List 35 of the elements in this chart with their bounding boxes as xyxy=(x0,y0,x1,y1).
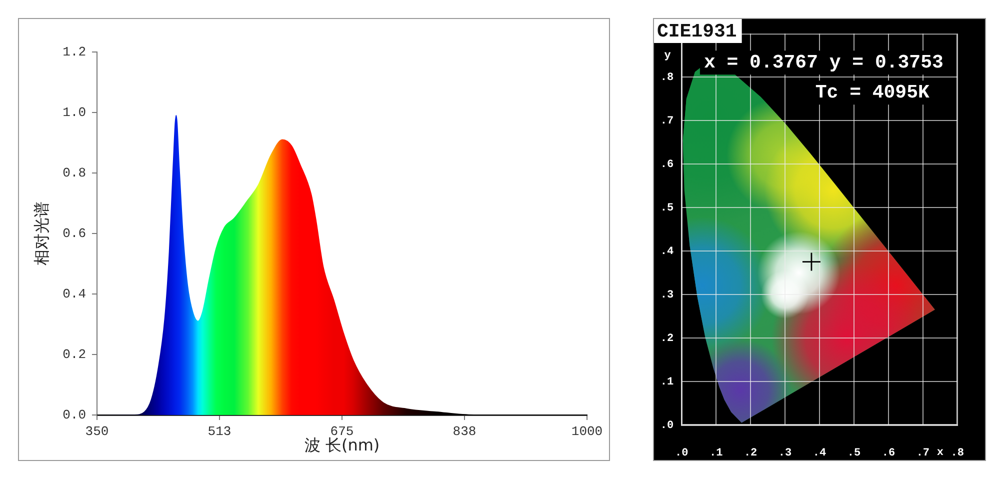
x-tick-label: .1 xyxy=(709,447,724,460)
annotation: Tc = 4095K xyxy=(815,81,930,104)
x-tick-label: 513 xyxy=(208,424,232,440)
y-tick-label: 0.0 xyxy=(62,407,86,422)
x-tick-label: .8 xyxy=(950,447,964,460)
x-tick-label: .7 xyxy=(916,447,930,460)
x-tick-label: .3 xyxy=(778,447,792,460)
x-tick-label: .0 xyxy=(675,447,688,460)
x-tick-label: 350 xyxy=(85,424,109,440)
x-tick-label: .6 xyxy=(882,447,896,460)
y-tick-label: .7 xyxy=(660,115,674,128)
y-tick-label: .6 xyxy=(660,158,674,171)
y-tick-label: .3 xyxy=(660,289,674,302)
y-tick-label: 1.0 xyxy=(62,104,86,120)
y-tick-label: .5 xyxy=(660,202,674,214)
chart-title: CIE1931 xyxy=(657,20,737,42)
y-tick-label: .1 xyxy=(660,376,674,388)
x-tick-label: .2 xyxy=(744,447,758,460)
y-tick-label: .4 xyxy=(660,246,674,258)
y-tick-label: .2 xyxy=(660,332,674,345)
y-tick-label: 0.6 xyxy=(62,226,86,241)
y-tick-label: 0.2 xyxy=(62,346,86,362)
y-axis-title: 相对光谱 xyxy=(32,202,51,266)
y-tick-label: 1.2 xyxy=(62,44,86,60)
y-tick-label: 0.8 xyxy=(62,165,86,180)
x-axis-title: 波 长(nm) xyxy=(304,436,380,455)
x-tick-label: .5 xyxy=(847,447,861,460)
y-axis-title: y xyxy=(664,50,672,62)
x-tick-label: 838 xyxy=(452,424,476,440)
y-tick-label: 0.4 xyxy=(62,286,86,302)
y-tick-label: .8 xyxy=(660,72,674,84)
x-tick-label: .4 xyxy=(812,447,826,460)
x-tick-label: 1000 xyxy=(571,424,603,440)
x-axis-title: x xyxy=(936,446,944,459)
annotation: x = 0.3767 y = 0.3753 xyxy=(704,51,944,74)
